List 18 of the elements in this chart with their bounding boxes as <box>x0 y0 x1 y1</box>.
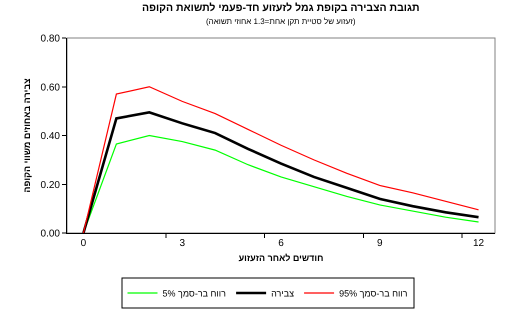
chart-subtitle: (זעזוע של סטיית תקן אחת=1.3 אחוזי תשואה) <box>206 17 356 26</box>
x-tick-label: 9 <box>376 238 383 249</box>
y-axis-title: צבירה באחוזים משווי הקופה <box>22 78 32 193</box>
line-series <box>82 86 480 233</box>
chart-title: תגובת הצבירה בקופת גמל לזעזוע חד-פעמי לתשואת הקופה <box>142 2 420 14</box>
y-tick-label: 0.00 <box>40 228 60 240</box>
x-tick-label: 6 <box>278 238 284 249</box>
x-tick-label: 12 <box>472 238 485 249</box>
y-tick-label: 0.60 <box>40 82 60 94</box>
x-tick-label: 3 <box>179 238 186 249</box>
legend-label: רווח בר-סמך 5% <box>162 288 226 299</box>
legend-label: רווח בר-סמך 95% <box>339 288 408 299</box>
y-tick-label: 0.20 <box>40 180 60 191</box>
x-axis-title: חודשים לאחר הזעזוע <box>238 252 324 263</box>
x-tick-label: 0 <box>80 238 87 249</box>
legend-label: צבירה <box>271 288 294 299</box>
y-tick-label: 0.80 <box>40 34 60 44</box>
y-tick-label: 0.40 <box>40 131 60 142</box>
